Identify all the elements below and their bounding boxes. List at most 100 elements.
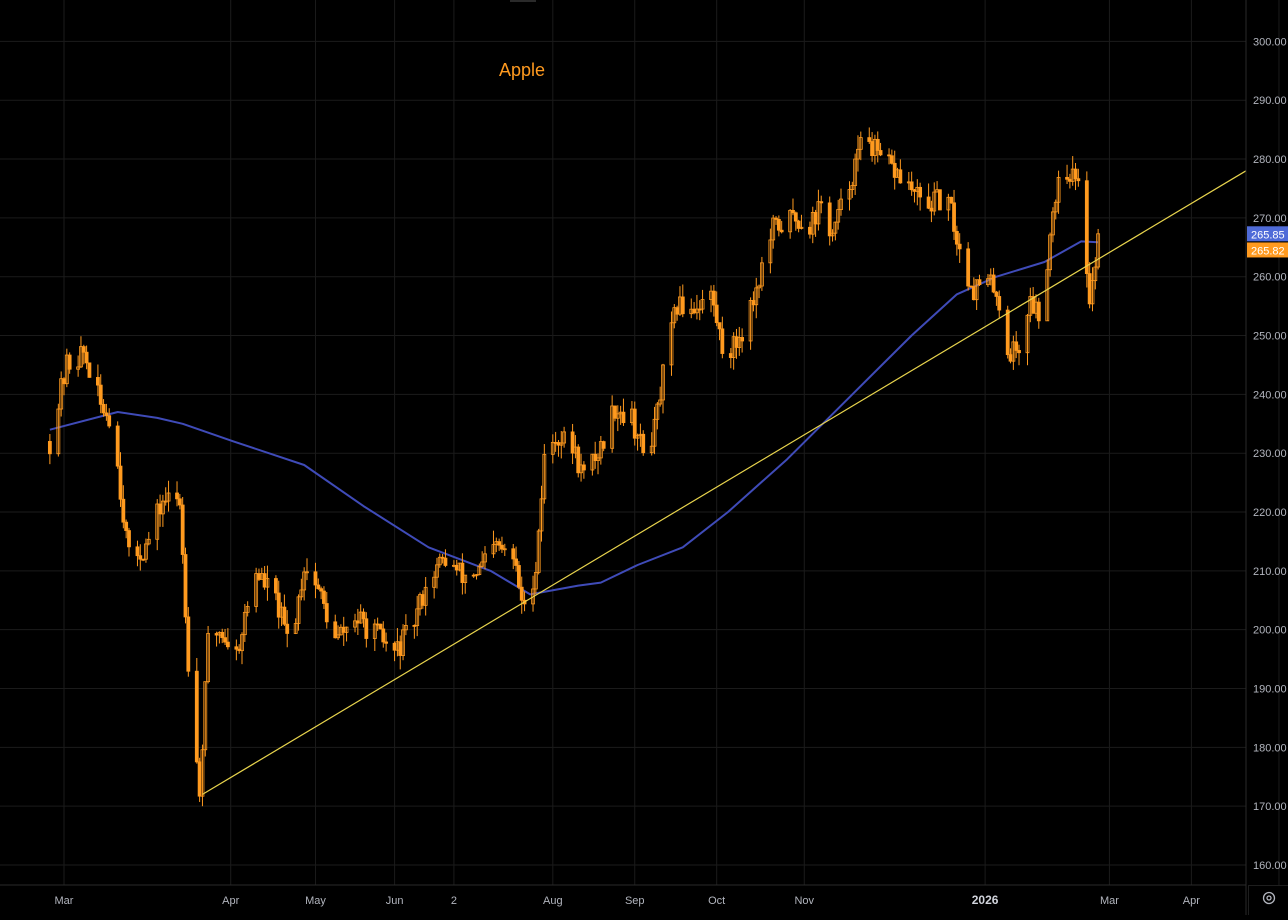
x-tick-label: Apr [1183, 895, 1200, 907]
candle-body [200, 749, 205, 797]
trendline[interactable] [202, 170, 1247, 795]
candle-body [898, 169, 903, 184]
candle-body [423, 586, 428, 606]
candle-body [932, 191, 937, 212]
candle-body [952, 202, 956, 232]
candle-body [403, 624, 408, 631]
candle-body [536, 530, 541, 573]
grid [0, 0, 1280, 885]
candle-body [1076, 178, 1081, 182]
x-tick-label: Nov [794, 895, 814, 907]
candle-body [118, 465, 123, 500]
candle-body [220, 631, 225, 639]
y-tick-label: 300.00 [1253, 36, 1287, 48]
candle-body [819, 201, 824, 204]
candle-body [384, 641, 389, 644]
candle-body [1045, 269, 1050, 322]
candle-body [166, 492, 171, 502]
y-tick-label: 290.00 [1253, 95, 1287, 107]
candle-body [1065, 176, 1069, 180]
candle-body [850, 185, 855, 190]
candle-body [319, 588, 324, 592]
y-tick-label: 160.00 [1253, 860, 1287, 872]
x-tick-label: 2 [451, 895, 457, 907]
candle-body [265, 578, 270, 588]
y-tick-label: 200.00 [1253, 625, 1287, 637]
candle-body [1017, 350, 1021, 354]
scroll-handle[interactable] [510, 0, 536, 2]
candle-body [598, 441, 603, 459]
candle-body [759, 262, 764, 287]
candle-body [203, 681, 208, 751]
candle-body [926, 196, 931, 209]
candle-body [669, 322, 674, 366]
x-tick-label: Aug [543, 895, 563, 907]
candle-body [695, 308, 699, 314]
candle-body [757, 285, 761, 289]
candle-body [853, 158, 858, 186]
candle-body [562, 431, 567, 444]
candle-body [163, 500, 168, 503]
candle-body [576, 446, 581, 474]
candle-body [254, 573, 259, 607]
candle-body [242, 611, 247, 636]
candle-body [299, 589, 304, 598]
candle-body [856, 148, 860, 160]
candle-body [225, 641, 230, 648]
candle-body [514, 558, 518, 566]
candle-body [276, 592, 281, 618]
candle-body [641, 433, 646, 454]
candle-body [180, 504, 185, 555]
candle-body [483, 553, 487, 563]
candle-body [827, 202, 832, 237]
candle-body [740, 337, 745, 342]
candle-body [596, 457, 600, 461]
candle-body [79, 346, 83, 368]
candle-body [1048, 234, 1052, 271]
candle-body [774, 217, 778, 220]
x-tick-label: 2026 [972, 893, 999, 907]
candle-body [610, 405, 615, 449]
candle-body [296, 596, 301, 624]
candle-body [533, 572, 538, 590]
candle-body [697, 308, 702, 311]
candle-body [274, 578, 278, 594]
x-tick-label: May [305, 895, 326, 907]
candle-body [974, 279, 979, 301]
candle-body [194, 670, 199, 763]
candle-body [463, 574, 468, 583]
candle-body [517, 565, 521, 588]
candle-body [830, 232, 835, 237]
candle-body [1096, 233, 1101, 268]
candle-body [1056, 176, 1061, 203]
candle-body [613, 405, 617, 419]
candle-body [1073, 168, 1078, 180]
candle-body [771, 217, 776, 241]
candle-body [115, 425, 120, 467]
candle-body [957, 243, 962, 250]
x-tick-label: Mar [1100, 895, 1119, 907]
candle-body [98, 384, 103, 405]
candle-body [245, 606, 250, 613]
x-tick-label: Apr [222, 895, 239, 907]
price-tag-label: 265.85 [1251, 229, 1285, 241]
chart-title: Apple [499, 60, 545, 80]
candle-body [717, 322, 722, 330]
candle-body [177, 498, 182, 506]
chart-settings-button[interactable] [1248, 885, 1288, 915]
candle-body [1090, 280, 1095, 305]
candle-body [672, 307, 677, 324]
candle-body [754, 287, 759, 306]
candle-body [378, 623, 383, 630]
x-tick-label: Mar [55, 895, 74, 907]
candle-body [234, 646, 239, 650]
candle-body [480, 561, 485, 567]
candle-body [737, 337, 742, 348]
candle-body [847, 189, 852, 200]
candle-body [1011, 341, 1016, 362]
candle-body [361, 611, 366, 620]
candle-body [104, 412, 109, 417]
candle-body [285, 623, 290, 634]
